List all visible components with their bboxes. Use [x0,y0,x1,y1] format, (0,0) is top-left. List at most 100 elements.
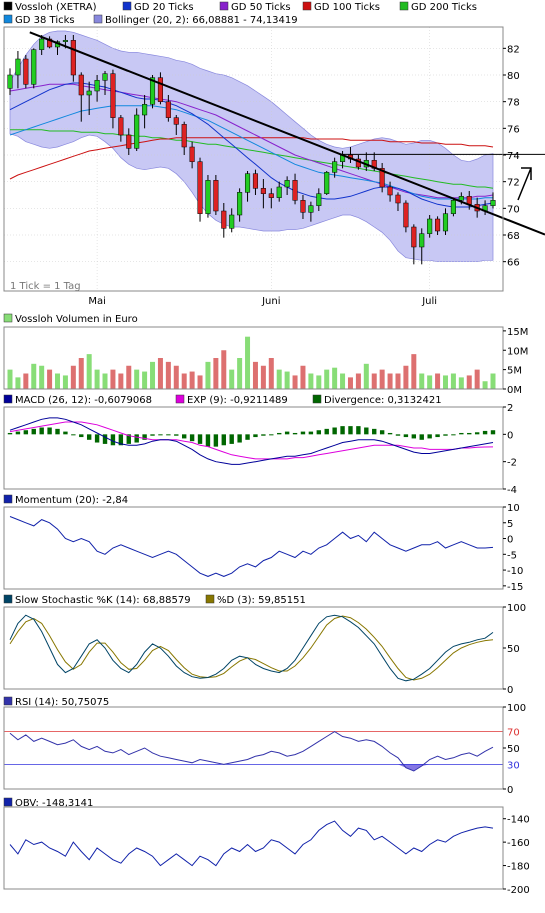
momentum-panel: -15 -10 -5 0 5 10 [3,503,523,593]
volume-bar [316,375,322,389]
volume-bar [411,354,417,389]
divergence-bar [411,434,417,439]
candle-body [324,172,330,194]
stochastic-y-tick-label: 0 [507,685,513,696]
candle-body [205,180,211,214]
price-y-tick-label: 68 [507,231,520,242]
divergence-bar [269,434,274,436]
divergence-bar [189,434,195,442]
volume-bar [403,365,409,389]
candle-body [70,40,76,76]
price-legend-item-swatch [3,1,13,11]
exp-line [9,421,494,460]
rsi-legend: RSI (14): 50,75075 [3,696,109,708]
candle-body [213,180,219,212]
macd-line [9,417,494,465]
candle-body [142,104,148,116]
candle-body [181,124,187,148]
macd-legend-item-swatch [3,394,13,404]
divergence-bar [31,428,36,435]
divergence-bar [379,430,385,435]
macd-legend: MACD (26, 12): -0,6079068 EXP (9): -0,921… [3,394,442,406]
volume-bar [197,375,203,389]
price-legend-item-label: Vossloh (XETRA) [15,2,97,13]
divergence-bar [284,431,290,435]
candle-body [237,192,243,216]
momentum-y-tick-label: 10 [507,503,520,514]
volume-y-tick-label: 5M [507,366,522,377]
stochastic-y-tick-label: 100 [507,603,526,614]
obv-y-tick-label: -180 [507,862,530,873]
candle-body [395,194,401,204]
price-legend-item-label: GD 20 Ticks [134,2,194,13]
stochastic-panel: 0 50 100 [3,603,526,696]
volume-bar [490,373,496,389]
candle-body [450,200,456,214]
obv-y-tick-label: -140 [507,815,530,826]
volume-bar [276,369,282,389]
price-legend-item-label: GD 50 Ticks [231,2,291,13]
annotation-arrow [517,167,532,201]
obv-legend: OBV: -148,3141 [3,797,93,809]
obv-y-tick-label: -160 [507,838,530,849]
price-legend-item-swatch [122,1,132,11]
price-legend-item-label: GD 38 Ticks [15,15,75,26]
stochastic-legend-item-label: Slow Stochastic %K (14): 68,88579 [15,595,191,606]
candle-body [126,134,132,149]
price-y-tick-label: 76 [507,124,520,135]
rsi-oversold-fill [398,764,430,771]
volume-bar [379,369,385,389]
macd-legend-item-label: Divergence: 0,3132421 [324,395,442,406]
momentum-y-tick-label: -10 [507,566,523,577]
divergence-bar [356,426,361,435]
volume-bar [442,375,448,389]
obv-legend-item-swatch [3,797,13,807]
divergence-bar [118,434,124,446]
volume-bar [62,375,68,389]
candle-body [39,38,45,50]
volume-legend: Vossloh Volumen in Euro [3,313,138,325]
volume-legend-item-label: Vossloh Volumen in Euro [15,314,138,325]
volume-legend-item-swatch [3,313,13,323]
volume-bar [31,363,37,389]
volume-bar [213,358,219,389]
volume-bar [189,371,195,389]
price-legend-item-swatch [93,14,103,24]
volume-bar [340,373,346,389]
candle-body [244,173,251,193]
rsi-panel: 0 50 100 70 30 [3,703,526,796]
volume-bar [229,369,235,389]
divergence-bar [245,434,250,440]
volume-bar [237,358,243,389]
candle-body [197,161,203,214]
candle-body [403,202,409,228]
candle-body [229,214,235,229]
volume-bar [78,358,84,389]
candle-body [23,58,29,85]
candle-body [173,117,179,125]
rsi-line [9,731,494,772]
candle-body [31,49,37,85]
stochastic-legend-item-label: %D (3): 59,85151 [217,595,306,606]
candle-body [157,77,163,102]
divergence-bar [277,432,282,435]
volume-bar [110,369,116,389]
price-y-tick-label: 66 [507,258,520,269]
volume-bar [134,369,140,389]
divergence-bar [181,434,187,439]
candle-body [435,218,441,232]
divergence-bar [364,427,369,435]
volume-bar [474,369,480,389]
volume-bar [300,365,306,389]
volume-bar [363,363,369,389]
volume-bar [205,361,211,389]
divergence-bar [94,434,100,443]
candle-body [102,73,108,81]
divergence-bar [174,434,179,436]
candle-body [300,200,306,213]
volume-bar [181,373,187,389]
volume-bar [332,367,338,389]
divergence-bar [71,434,76,436]
momentum-frame [3,506,504,590]
